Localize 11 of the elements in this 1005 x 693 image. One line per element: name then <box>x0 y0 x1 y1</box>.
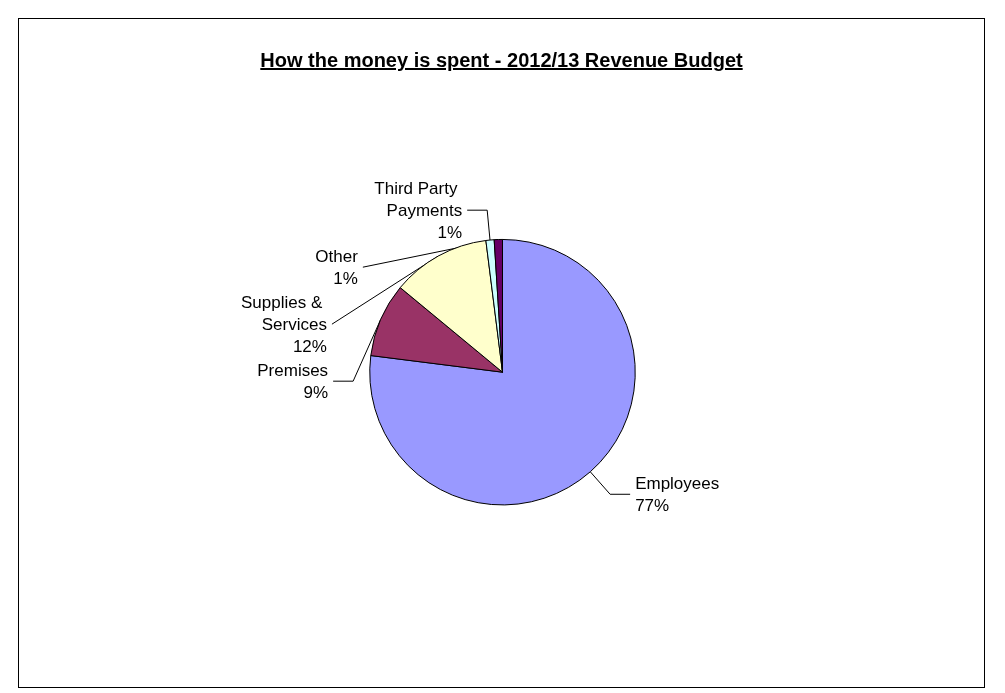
data-label: 1% <box>437 222 463 242</box>
slice-label: Other <box>315 246 359 266</box>
data-label: 12% <box>292 336 327 356</box>
slice-label: Premises <box>257 360 329 380</box>
slice-label: Third Party Payments <box>374 178 463 220</box>
slice-label: Employees <box>635 473 720 493</box>
data-label: 77% <box>635 495 670 515</box>
slice-label: Supplies & Services <box>240 292 327 334</box>
data-label: 9% <box>303 382 329 402</box>
chart-title: How the money is spent - 2012/13 Revenue Budget <box>259 49 744 72</box>
data-label: 1% <box>333 268 358 288</box>
